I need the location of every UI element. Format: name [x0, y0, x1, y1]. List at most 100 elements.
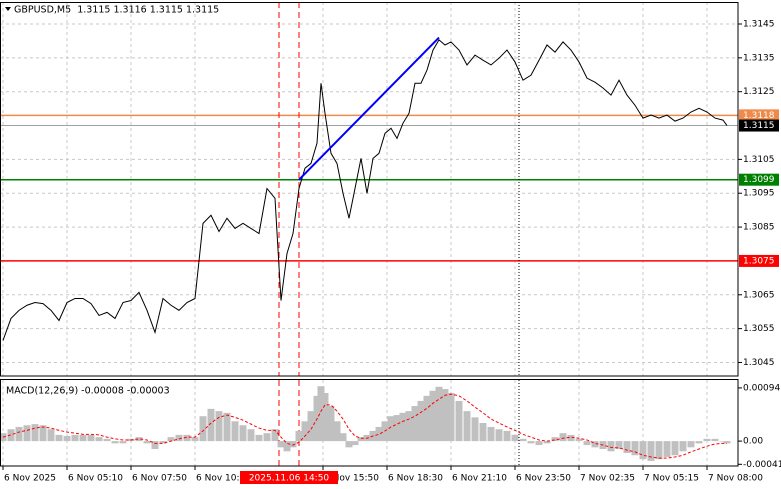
x-tick-label: 6 Nov 15:50 [324, 474, 379, 484]
macd-bar [687, 441, 695, 448]
macd-bar [295, 430, 303, 442]
macd-bar [615, 441, 623, 450]
macd-bar [535, 441, 543, 446]
macd-bar [423, 395, 431, 442]
macd-bar [183, 434, 191, 442]
x-tick-label: 6 Nov 18:30 [388, 474, 443, 484]
y-tick-label: 1.3065 [743, 290, 775, 300]
macd-bar [255, 434, 263, 442]
macd-bar [703, 438, 711, 442]
macd-bar [723, 441, 731, 444]
macd-bar [607, 441, 615, 452]
macd-bar [277, 441, 285, 448]
x-tick-label: 6 Nov 05:10 [68, 474, 123, 484]
y-tick-label: 0.00 [743, 437, 763, 447]
macd-bar [471, 417, 479, 442]
macd-bar [175, 434, 183, 442]
macd-bar [393, 415, 401, 442]
macd-bar [429, 390, 437, 442]
level-label-box [739, 119, 779, 132]
level-label-box [739, 109, 779, 122]
macd-bar [551, 437, 559, 442]
macd-bar [283, 441, 291, 452]
grid-layer [0, 2, 742, 470]
macd-bar [441, 389, 449, 442]
y-tick-label: 1.3055 [743, 324, 775, 334]
macd-bar [543, 441, 551, 444]
x-tick-label: 6 Nov 10:30 [196, 474, 251, 484]
macd-bar [399, 412, 407, 442]
macd-bar [345, 441, 353, 448]
macd-bar [321, 393, 329, 442]
macd-bar [455, 400, 463, 442]
macd-bar [71, 434, 79, 442]
macd-bar [663, 441, 671, 457]
x-tick-label: 7 Nov 05:15 [644, 474, 699, 484]
x-tick-label: 7 Nov 08:00 [708, 474, 763, 484]
x-tick-label: 6 Nov 23:50 [516, 474, 571, 484]
macd-bar [333, 421, 341, 442]
macd-bar [487, 426, 495, 442]
macd-bar [405, 411, 413, 442]
macd-bar [63, 436, 71, 442]
macd-bar [479, 423, 487, 442]
macd-bar [301, 421, 309, 442]
x-tick-label: 6 Nov 21:10 [452, 474, 507, 484]
macd-bar [655, 441, 663, 460]
macd-bar [103, 438, 111, 442]
macd-bar [31, 424, 39, 442]
macd-bar [223, 412, 231, 442]
x-tick-label: 6 Nov 07:50 [132, 474, 187, 484]
y-tick-label: -0.00041 [743, 460, 781, 470]
macd-bar [417, 400, 425, 442]
macd-bar [215, 411, 223, 442]
y-tick-label: 1.3105 [743, 155, 775, 165]
level-label-box [739, 173, 779, 186]
macd-bar [55, 434, 63, 442]
macd-bar [263, 433, 271, 442]
macd-bar [167, 437, 175, 442]
macd-bar [591, 441, 599, 448]
menu-arrow[interactable] [5, 7, 11, 11]
y-tick-label: 1.3085 [743, 223, 775, 233]
macd-bar [239, 425, 247, 442]
crosshair-time-label: 2025.11.06 14:50 [249, 474, 330, 484]
macd-bar [47, 429, 55, 442]
price-panel-frame [0, 2, 739, 377]
level-label-box [739, 254, 779, 267]
macd-bar [671, 441, 679, 456]
macd-bar [411, 406, 419, 442]
macd-bar [519, 438, 527, 442]
macd-bar [39, 425, 47, 442]
macd-bar [463, 411, 471, 442]
macd-bar [583, 441, 591, 446]
macd-bar [159, 441, 167, 444]
macd-bar [511, 434, 519, 442]
macd-bar [79, 434, 87, 442]
labels-layer: 6 Nov 2025 6 Nov 05:10 6 Nov 07:50 6 Nov 10… [4, 20, 781, 484]
y-tick-label: 0.00094 [743, 383, 780, 393]
macd-bar [135, 437, 143, 442]
macd-bar [207, 408, 215, 442]
macd-bar [575, 438, 583, 442]
macd-bar [307, 411, 315, 442]
macd-bar [387, 416, 395, 442]
chart-title: GBPUSD,M5 1.3115 1.3116 1.3115 1.3115 [14, 5, 219, 16]
macd-bar [503, 430, 511, 442]
macd-title: MACD(12,26,9) -0.00008 -0.00003 [6, 386, 170, 397]
macd-bar [695, 441, 703, 444]
macd-bar [231, 421, 239, 442]
macd-bar [351, 441, 359, 446]
macd-bar [327, 406, 335, 442]
crosshair-time-box [240, 471, 338, 484]
macd-bar [143, 441, 151, 444]
y-tick-label: 1.3045 [743, 358, 775, 368]
x-tick-label: 7 Nov 02:35 [580, 474, 635, 484]
macd-bar [247, 429, 255, 442]
macd-bar [87, 434, 95, 442]
y-tick-label: 1.3145 [743, 20, 775, 30]
macd-bar [679, 441, 687, 452]
macd-bar [447, 393, 455, 442]
